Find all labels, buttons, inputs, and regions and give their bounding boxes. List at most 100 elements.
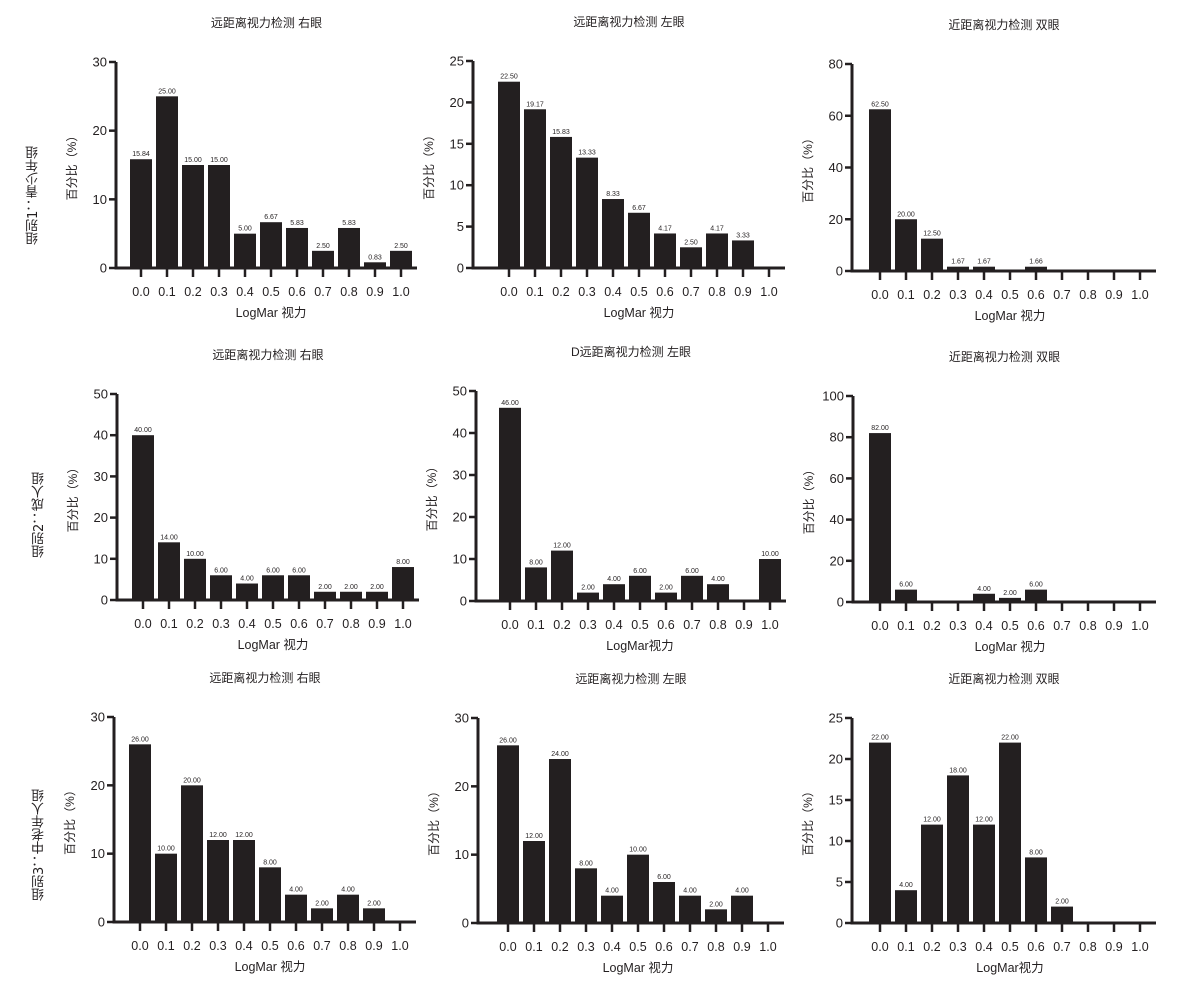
bar-data-label: 6.00 [685,568,699,575]
bar-data-label: 4.17 [658,225,672,232]
bar-data-label: 10.00 [629,847,647,854]
x-tick-label: 0.1 [897,940,914,954]
bar-data-label: 25.00 [158,88,176,95]
bar [680,247,702,268]
x-tick-label: 0.7 [683,618,700,632]
x-axis-label: LogMar 视力 [604,305,675,320]
bar [869,433,891,602]
x-tick-label: 1.0 [394,617,411,631]
y-tick-label: 30 [93,55,107,70]
x-axis-label: LogMar 视力 [235,959,306,974]
bar [575,868,597,923]
x-tick-label: 1.0 [1131,288,1148,302]
bar [1025,857,1047,923]
bar-data-label: 6.00 [657,874,671,881]
bar-data-label: 2.00 [1003,590,1017,597]
x-tick-label: 0.3 [949,940,966,954]
bar [628,212,650,268]
bar [312,250,334,268]
bar [260,222,282,268]
bar-data-label: 10.00 [157,846,175,853]
bar [601,895,623,923]
y-tick-label: 20 [829,752,843,767]
bar [551,550,573,601]
x-tick-label: 0.2 [923,940,940,954]
chart-panel-8: 远距离视力检测 左眼 0 10 20 30 百分比（%） 26.00 0.0 12.00 0.1 2… [427,671,784,975]
y-tick-label: 25 [450,54,464,69]
bar-data-label: 2.00 [709,901,723,908]
x-tick-label: 0.1 [526,285,543,299]
bar-data-label: 4.00 [683,888,697,895]
bar-data-label: 8.00 [529,559,543,566]
x-tick-label: 0.4 [975,288,992,302]
y-tick-label: 10 [93,192,107,207]
y-tick-label: 0 [836,264,843,279]
x-tick-label: 0.8 [342,617,359,631]
bar-data-label: 12.00 [553,543,571,550]
bar-data-label: 2.00 [1055,899,1069,906]
bar [921,601,943,603]
y-axis-label: 百分比（%） [63,784,77,855]
chart-title: 近距离视力检测 双眼 [948,17,1059,32]
bar [132,435,154,600]
bar [895,219,917,271]
bar-data-label: 1.67 [977,259,991,266]
y-tick-label: 20 [453,510,467,525]
chart-title: 近距离视力检测 双眼 [949,349,1060,364]
x-tick-label: 0.0 [871,940,888,954]
bar [973,824,995,923]
bar-data-label: 14.00 [160,534,178,541]
bar [895,890,917,923]
bar-data-label: 8.33 [606,191,620,198]
bar-data-label: 3.33 [736,232,750,239]
bar [947,601,969,603]
bar [681,575,703,601]
x-tick-label: 0.0 [500,285,517,299]
bar [233,840,255,922]
y-tick-label: 20 [830,553,844,568]
x-tick-label: 0.5 [261,939,278,953]
bar [999,269,1021,271]
y-axis-label: 百分比（%） [801,132,815,203]
bar-data-label: 62.50 [871,101,889,108]
bar [129,744,151,922]
x-tick-label: 0.3 [949,288,966,302]
bar [340,591,362,600]
y-tick-label: 20 [450,95,464,110]
bar-data-label: 12.00 [235,832,253,839]
y-tick-label: 20 [91,778,105,793]
y-tick-label: 60 [830,471,844,486]
x-tick-label: 0.1 [897,288,914,302]
bar-data-label: 2.50 [316,243,330,250]
bar [207,840,229,922]
bar-data-label: 4.00 [605,888,619,895]
bar-data-label: 5.83 [342,220,356,227]
bar-data-label: 8.00 [1029,849,1043,856]
bar-data-label: 4.00 [899,882,913,889]
x-tick-label: 0.5 [1001,288,1018,302]
bar-data-label: 6.00 [214,567,228,574]
y-axis-label: 百分比（%） [801,785,815,856]
y-axis-label: 百分比（%） [65,130,79,201]
bar-data-label: 20.00 [183,777,201,784]
chart-panel-4: 远距离视力检测 右眼 0 10 20 30 40 50 百分比（%） 40.00 0.0 14.00… [66,347,419,652]
bar-data-label: 12.00 [209,832,227,839]
bar [499,407,521,601]
x-axis-label: LogMar视力 [606,638,673,653]
bar [869,742,891,923]
x-tick-label: 0.0 [132,285,149,299]
chart-title: D远距离视力检测 左眼 [571,344,691,359]
bar [286,227,308,268]
bar [366,591,388,600]
x-tick-label: 0.5 [629,940,646,954]
x-tick-label: 0.1 [160,617,177,631]
x-tick-label: 1.0 [759,940,776,954]
y-axis-label: 百分比（%） [802,464,816,535]
x-axis-label: LogMar 视力 [603,960,674,975]
bar-data-label: 20.00 [897,211,915,218]
y-tick-label: 0 [100,261,107,276]
x-tick-label: 0.3 [579,618,596,632]
y-tick-label: 30 [453,468,467,483]
